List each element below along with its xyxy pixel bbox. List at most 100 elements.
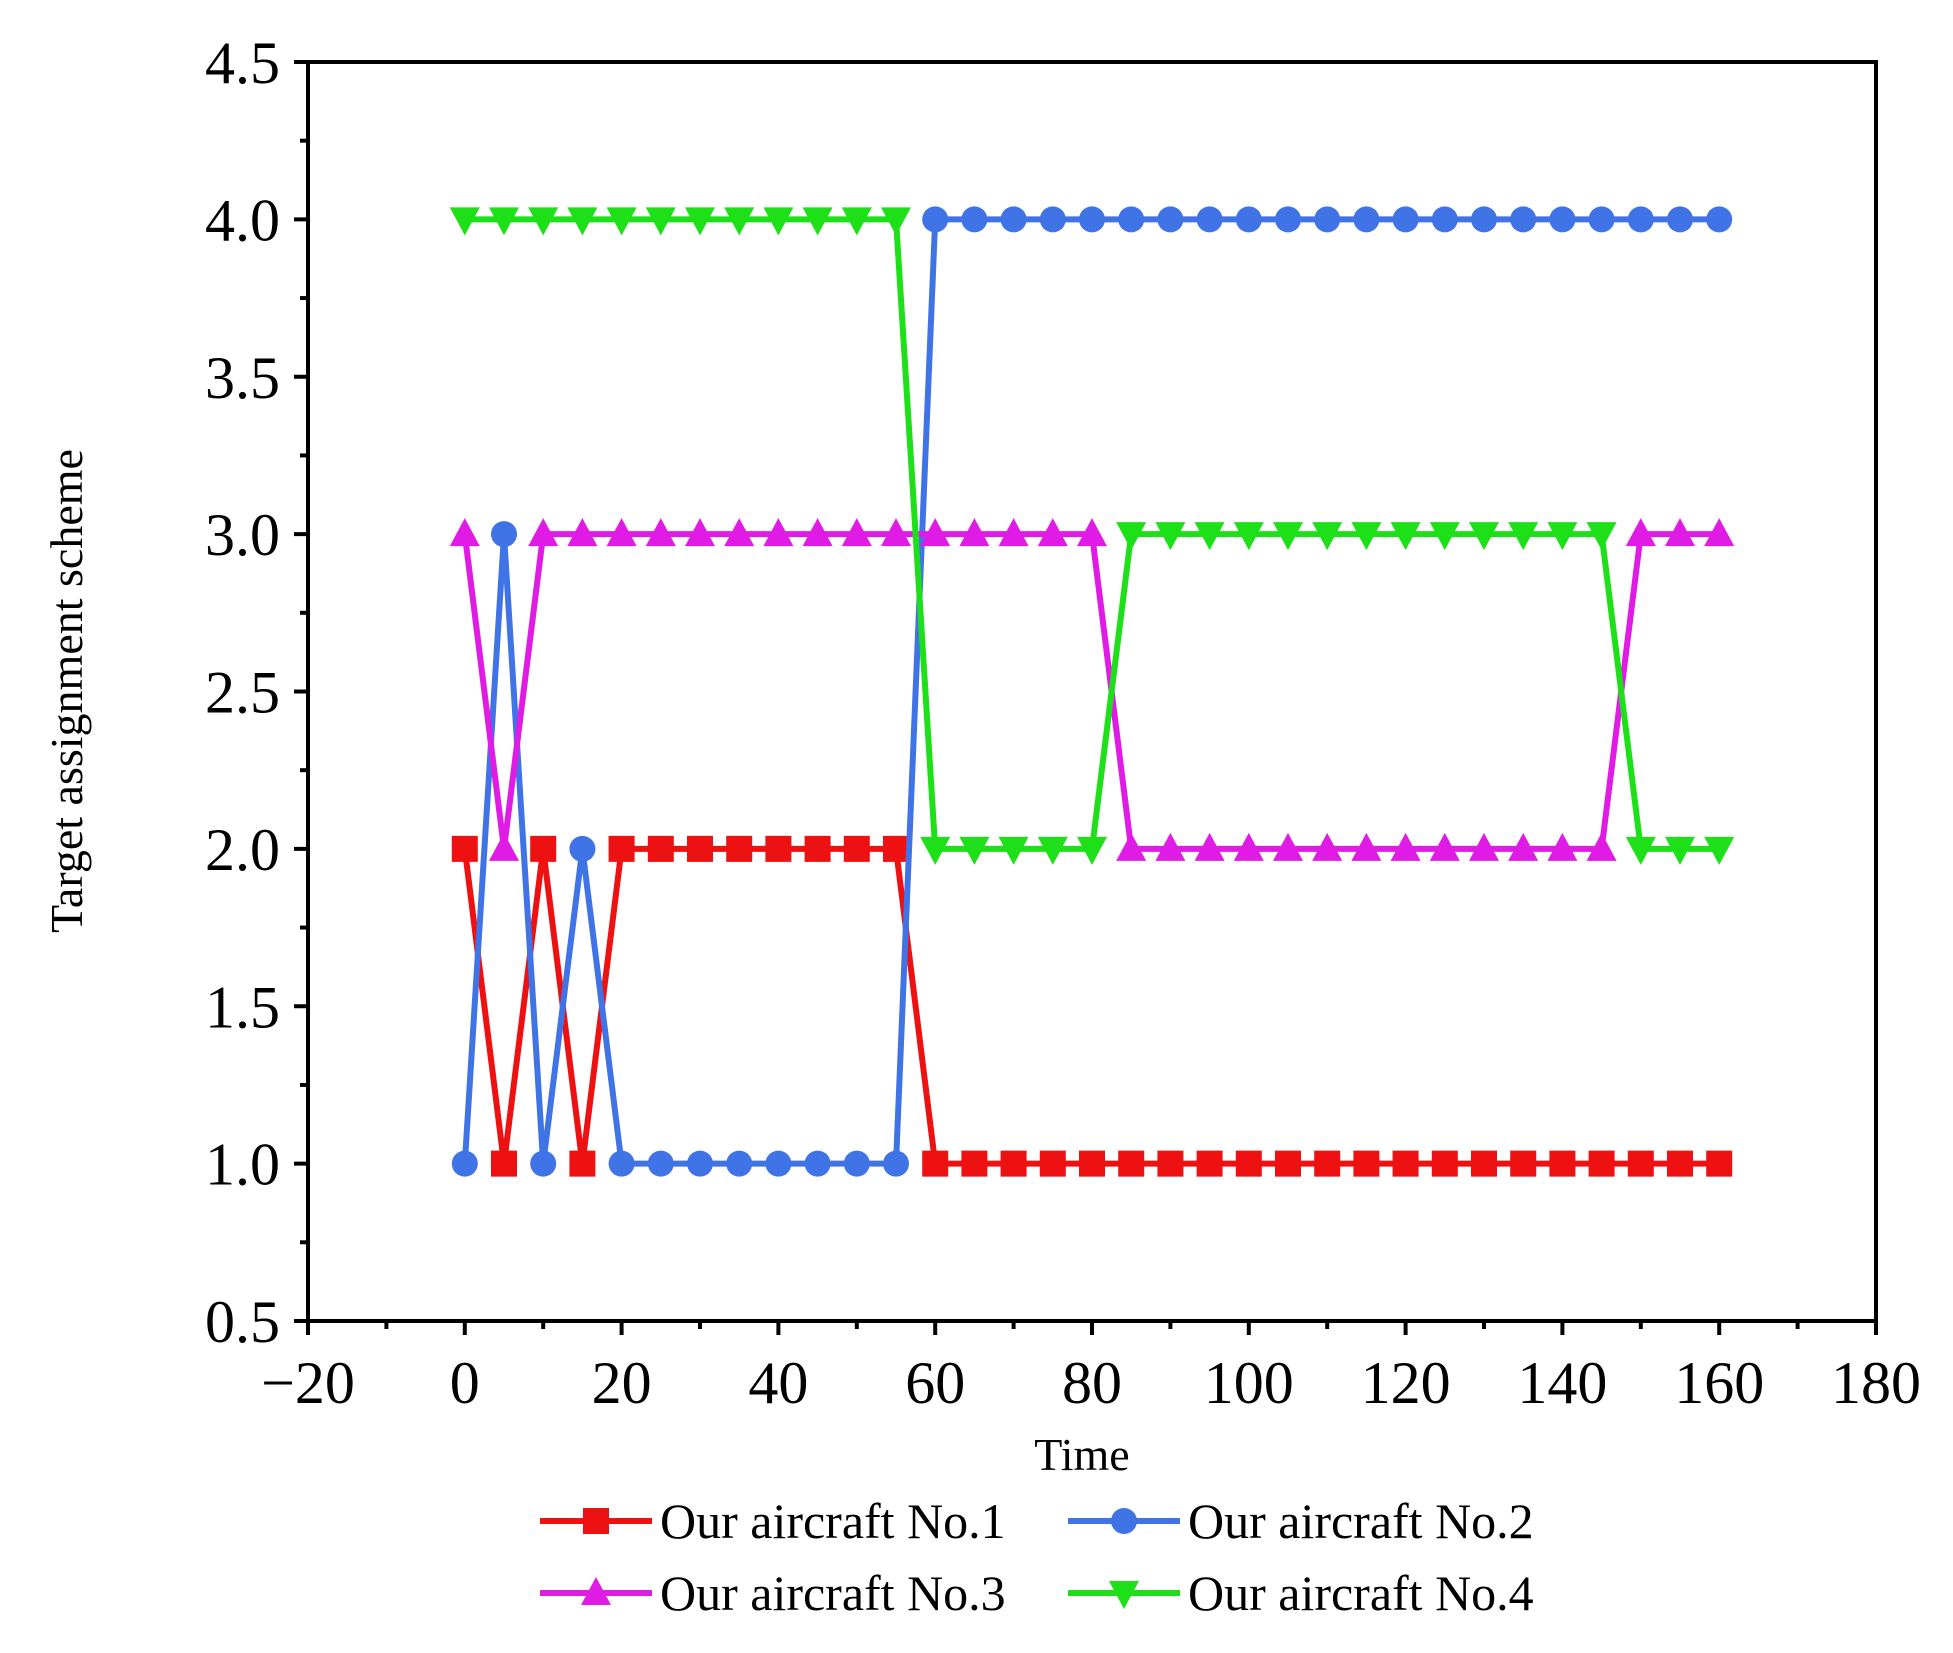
series-1-point <box>883 835 909 862</box>
series-1-point <box>569 1150 596 1177</box>
series-4-point <box>1077 836 1107 865</box>
series-4-point <box>1704 836 1735 865</box>
series-3-point <box>1665 518 1695 547</box>
series-4-point <box>449 207 480 236</box>
series-3-point <box>763 518 794 547</box>
series-4-point <box>841 207 872 236</box>
series-4-point <box>606 207 637 236</box>
series-1-point <box>843 835 870 862</box>
series-4-point <box>489 207 519 236</box>
series-2-point <box>687 1150 713 1177</box>
series-1-point <box>922 1150 949 1177</box>
series-1-point <box>1510 1150 1537 1177</box>
series-2-point <box>1353 206 1380 233</box>
series-3-point <box>1469 832 1499 861</box>
series-2-point <box>1667 206 1693 233</box>
series-3-line <box>461 531 1720 852</box>
x-axis-label: Time <box>1034 1429 1129 1480</box>
y-tick-label: 3.0 <box>205 502 280 568</box>
series-3-point <box>645 518 676 547</box>
series-2-point <box>1314 206 1341 233</box>
legend-swatch-marker <box>1109 1581 1139 1609</box>
x-tick-label: 60 <box>905 1350 965 1416</box>
series-4-point <box>1547 522 1578 551</box>
series-4-point <box>1233 522 1264 551</box>
series-4-point <box>920 836 951 865</box>
series-4-point <box>763 207 794 236</box>
series-2-point <box>1000 206 1027 233</box>
series-3-point <box>1037 518 1068 547</box>
series-1-point <box>1627 1150 1654 1177</box>
series-4-point <box>685 207 715 236</box>
x-tick-label: 0 <box>450 1350 480 1416</box>
series-3-point <box>998 518 1029 547</box>
series-1-point <box>1549 1150 1576 1177</box>
series-4-point <box>1116 522 1147 551</box>
series-1-point <box>1667 1150 1693 1177</box>
legend-label: Our aircraft No.3 <box>660 1565 1006 1621</box>
series-1-point <box>804 835 831 862</box>
series-3-point <box>1586 832 1617 861</box>
series-1-line <box>461 845 1720 1167</box>
series-2-point <box>961 206 988 233</box>
legend-swatch-marker <box>1111 1508 1137 1534</box>
series-1-point <box>1706 1150 1733 1177</box>
series-1-point <box>1431 1150 1458 1177</box>
x-tick-label: 180 <box>1831 1350 1921 1416</box>
series-3-point <box>959 518 990 547</box>
series-3 <box>449 518 1735 861</box>
series-2-point <box>1431 206 1458 233</box>
series-2-point <box>1549 206 1576 233</box>
series-3-point <box>1233 832 1264 861</box>
series-3-point <box>1390 832 1421 861</box>
series-3-point <box>606 518 637 547</box>
legend-label: Our aircraft No.2 <box>1188 1493 1534 1549</box>
series-2-point <box>491 521 517 548</box>
legend: Our aircraft No.1 Our aircraft No.2 Our ai… <box>540 1493 1534 1621</box>
y-tick-label: 4.5 <box>205 30 280 96</box>
y-tick-label: 1.5 <box>205 974 280 1040</box>
series-4-point <box>1508 522 1539 551</box>
series-1-point <box>1588 1150 1615 1177</box>
series-4-point <box>1390 522 1421 551</box>
series-4-point <box>528 207 559 236</box>
series-4-point <box>1037 836 1068 865</box>
series-3-point <box>528 518 559 547</box>
series-layer <box>449 206 1735 1177</box>
series-1 <box>451 835 1733 1177</box>
x-tick-label: 20 <box>592 1350 652 1416</box>
series-2-point <box>726 1150 753 1177</box>
series-2-point <box>1275 206 1301 233</box>
series-2-point <box>1235 206 1262 233</box>
series-2-point <box>922 206 949 233</box>
series-1-point <box>1196 1150 1223 1177</box>
series-1-point <box>1392 1150 1419 1177</box>
series-2-point <box>451 1150 478 1177</box>
series-2-point <box>1079 206 1105 233</box>
y-tick-label: 4.0 <box>205 187 280 253</box>
series-1-point <box>491 1150 517 1177</box>
series-1-point <box>530 835 557 862</box>
series-1-point <box>1157 1150 1184 1177</box>
series-4-point <box>1429 522 1460 551</box>
series-3-point <box>920 518 951 547</box>
series-2-point <box>1471 206 1497 233</box>
series-4-point <box>567 207 598 236</box>
legend-label: Our aircraft No.4 <box>1188 1565 1534 1621</box>
series-2-point <box>1510 206 1537 233</box>
series-1-point <box>647 835 674 862</box>
series-4-point <box>881 207 911 236</box>
series-4-point <box>645 207 676 236</box>
series-4-point <box>1273 522 1303 551</box>
series-1-point <box>765 835 792 862</box>
y-tick-label: 2.5 <box>205 660 280 726</box>
series-2-point <box>1039 206 1066 233</box>
series-4-point <box>1469 522 1499 551</box>
series-4-point <box>998 836 1029 865</box>
series-2-point <box>647 1150 674 1177</box>
x-tick-label: 100 <box>1204 1350 1294 1416</box>
series-1-point <box>1118 1150 1145 1177</box>
series-2-point <box>608 1150 635 1177</box>
series-2-point <box>1706 206 1733 233</box>
series-3-point <box>724 518 755 547</box>
